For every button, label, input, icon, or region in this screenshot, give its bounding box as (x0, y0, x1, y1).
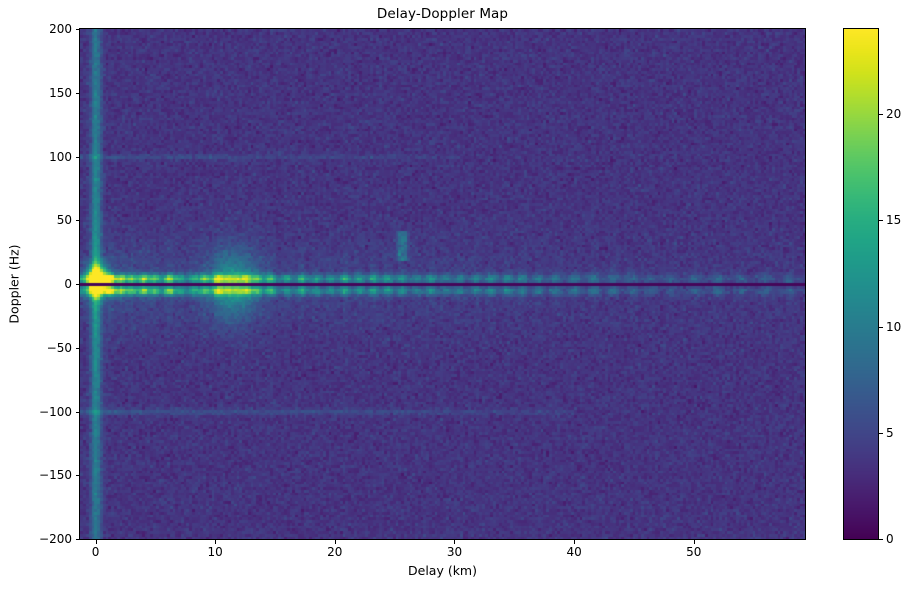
page-title: Delay-Doppler Map (376, 6, 509, 22)
colorbar-tick-label: 0 (886, 532, 894, 546)
colorbar (843, 28, 879, 540)
colorbar-gradient (844, 29, 878, 539)
x-tick-label: 40 (566, 545, 582, 559)
delay-doppler-heatmap (80, 29, 805, 539)
y-tick-mark (75, 347, 79, 349)
y-tick-mark (75, 284, 79, 285)
colorbar-tick-mark (879, 220, 883, 222)
x-tick-mark (95, 540, 97, 544)
y-tick-label: −100 (39, 404, 72, 419)
x-tick-mark (215, 540, 217, 544)
y-tick-label: 150 (49, 85, 72, 100)
y-tick-mark (75, 475, 79, 477)
x-axis-label: Delay (km) (408, 563, 477, 578)
y-tick-label: 0 (64, 277, 72, 291)
x-tick-mark (334, 540, 336, 544)
x-tick-label: 20 (327, 545, 343, 559)
colorbar-tick-mark (879, 432, 883, 434)
colorbar-tick-mark (879, 539, 883, 540)
y-tick-mark (75, 156, 79, 158)
colorbar-tick-mark (879, 114, 883, 115)
y-tick-label: 100 (49, 149, 72, 164)
colorbar-tick-mark (879, 326, 883, 328)
y-tick-label: 50 (56, 213, 72, 228)
x-tick-label: 50 (686, 545, 702, 559)
x-tick-mark (454, 540, 456, 544)
y-tick-label: −150 (39, 468, 72, 483)
y-tick-mark (75, 92, 79, 94)
y-tick-mark (75, 411, 79, 413)
y-tick-mark (75, 29, 79, 30)
y-tick-label: −200 (39, 532, 72, 546)
colorbar-tick-label: 20 (886, 107, 902, 121)
heatmap-axes (79, 28, 806, 540)
x-tick-mark (574, 540, 576, 544)
y-tick-mark (75, 539, 79, 540)
x-tick-label: 10 (207, 545, 223, 559)
x-tick-label: 30 (446, 545, 463, 559)
colorbar-tick-label: 10 (886, 319, 902, 334)
y-tick-mark (75, 220, 79, 222)
colorbar-tick-label: 15 (886, 213, 902, 228)
colorbar-tick-label: 5 (886, 425, 894, 440)
x-tick-label: 0 (91, 545, 100, 559)
y-tick-label: −50 (46, 340, 72, 355)
x-tick-mark (693, 540, 695, 544)
y-tick-label: 200 (49, 22, 72, 36)
